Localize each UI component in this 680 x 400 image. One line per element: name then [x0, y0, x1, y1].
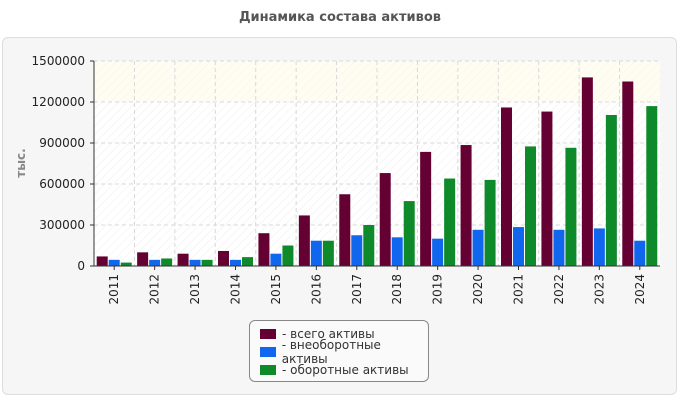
x-tick-label: 2015 [269, 274, 283, 305]
bar-current-assets [484, 179, 496, 266]
bar-total-assets [96, 256, 108, 266]
bar-current-assets [565, 147, 577, 266]
x-tick-label: 2020 [471, 274, 485, 305]
bar-noncurrent-assets [513, 227, 524, 266]
legend-item-noncurrent: - внеоборотные активы [260, 338, 428, 366]
y-tick-label: 0 [77, 259, 85, 273]
y-tick-label: 900000 [39, 136, 85, 150]
x-tick-label: 2022 [552, 274, 566, 305]
x-tick-label: 2011 [107, 274, 121, 305]
x-tick-label: 2024 [633, 274, 647, 305]
legend-item-total: - всего активы [260, 325, 428, 343]
bar-current-assets [605, 114, 617, 266]
legend-label-noncurrent: - внеоборотные активы [281, 338, 381, 366]
legend-item-current: - оборотные активы [260, 361, 428, 379]
y-tick-label: 300000 [39, 218, 85, 232]
bar-total-assets [460, 145, 472, 266]
bar-noncurrent-assets [472, 229, 484, 266]
legend-swatch-noncurrent [260, 347, 276, 357]
bar-total-assets [581, 77, 593, 267]
bar-noncurrent-assets [270, 253, 282, 266]
bar-total-assets [137, 252, 149, 266]
x-tick-label: 2012 [148, 274, 162, 305]
bar-noncurrent-assets [391, 237, 403, 266]
bar-noncurrent-assets [634, 240, 646, 266]
legend-label-current: - оборотные активы [282, 363, 409, 377]
bar-total-assets [420, 151, 432, 266]
bar-current-assets [322, 240, 334, 266]
bar-current-assets [444, 178, 456, 266]
bar-current-assets [120, 262, 132, 266]
x-tick-label: 2018 [390, 274, 404, 305]
x-tick-label: 2019 [431, 274, 445, 305]
y-tick-label: 1200000 [32, 95, 85, 109]
plot-area-tint [94, 61, 660, 101]
bar-noncurrent-assets [432, 238, 444, 266]
bar-noncurrent-assets [593, 228, 605, 266]
x-tick-label: 2013 [188, 274, 202, 305]
legend-label-total: - всего активы [282, 327, 375, 341]
x-tick-label: 2017 [350, 274, 364, 305]
bar-total-assets [379, 173, 391, 266]
x-tick-label: 2021 [512, 274, 526, 305]
x-tick-label: 2023 [592, 274, 606, 305]
bar-noncurrent-assets [230, 259, 241, 266]
x-tick-label: 2016 [309, 274, 323, 305]
bar-noncurrent-assets [149, 259, 161, 266]
x-tick-label: 2014 [229, 274, 243, 305]
bar-total-assets [258, 233, 270, 266]
bar-total-assets [501, 107, 512, 266]
y-axis-label: тыс. [14, 148, 28, 177]
bar-total-assets [622, 81, 634, 266]
legend-swatch-current [260, 365, 276, 375]
chart-title: Динамика состава активов [238, 10, 442, 25]
y-tick-label: 600000 [39, 177, 85, 191]
legend: - всего активы - внеоборотные активы - о… [249, 320, 429, 382]
bar-total-assets [339, 194, 351, 266]
bar-noncurrent-assets [310, 240, 322, 266]
bar-current-assets [242, 257, 253, 266]
bar-current-assets [201, 259, 213, 266]
bar-current-assets [363, 225, 375, 266]
bar-total-assets [298, 215, 310, 266]
bar-total-assets [541, 111, 553, 266]
bar-noncurrent-assets [108, 259, 120, 266]
y-tick-label: 1500000 [32, 54, 85, 68]
bar-noncurrent-assets [351, 235, 363, 266]
bar-total-assets [177, 253, 189, 266]
bar-noncurrent-assets [189, 259, 201, 266]
bar-noncurrent-assets [553, 229, 565, 266]
bar-current-assets [525, 146, 536, 266]
bar-current-assets [646, 106, 658, 266]
bar-current-assets [403, 201, 415, 266]
bar-current-assets [161, 258, 173, 266]
bar-current-assets [282, 245, 294, 266]
bar-total-assets [218, 250, 229, 266]
legend-swatch-total [260, 329, 276, 339]
